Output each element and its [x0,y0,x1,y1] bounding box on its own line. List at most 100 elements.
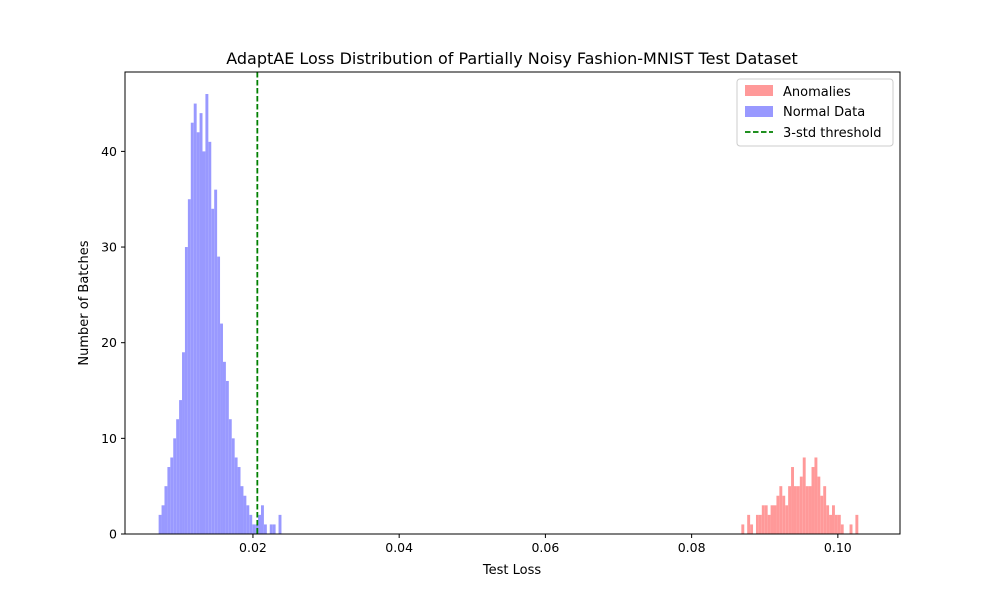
bar-normal-data [260,505,264,534]
bar-anomalies [791,467,794,534]
bar-normal-data [193,103,197,534]
bar-anomalies [758,514,762,534]
bar-anomalies [779,486,783,534]
bar-normal-data [278,514,282,534]
bar-anomalies [773,505,777,534]
bar-anomalies [855,514,859,534]
chart-title: AdaptAE Loss Distribution of Partially N… [226,49,798,68]
bar-normal-data [249,514,253,534]
axes-frame [124,71,901,535]
legend-box [736,78,894,147]
bar-normal-data [228,419,232,534]
bar-normal-data [202,151,206,534]
x-tick-label: 0.06 [531,540,559,555]
legend-label-threshold: 3-std threshold [783,126,881,141]
bar-anomalies [776,495,780,534]
bar-normal-data [164,486,168,534]
bar-anomalies [785,505,789,534]
bar-normal-data [272,524,276,534]
y-tick-label: 0 [109,527,117,542]
bar-anomalies [761,505,765,534]
bar-anomalies [811,467,815,534]
bar-anomalies [788,486,792,534]
bar-normal-data [246,505,250,534]
legend: Anomalies Normal Data 3-std threshold [736,78,894,147]
bar-anomalies [799,476,803,534]
bar-anomalies [747,514,751,534]
x-tick-label: 0.04 [385,540,413,555]
bar-normal-data [199,113,203,534]
bar-anomalies [802,457,806,534]
bar-normal-data [217,256,221,534]
bar-normal-data [222,361,226,534]
bar-normal-data [214,189,218,534]
bar-anomalies [805,486,809,534]
bar-anomalies [782,495,786,534]
series-anomalies [741,457,859,534]
legend-label-normal-data: Normal Data [783,105,865,120]
bar-anomalies [840,524,844,534]
bar-normal-data [237,467,241,534]
bar-normal-data [269,524,273,534]
bar-anomalies [796,486,800,534]
bar-normal-data [263,524,267,534]
bar-normal-data [167,467,171,534]
bar-anomalies [832,505,835,534]
series-normal-data [158,94,282,535]
bar-normal-data [240,486,244,534]
bar-normal-data [211,208,215,534]
bar-anomalies [741,524,745,534]
legend-swatch-normal-data [745,106,773,117]
legend-swatch-anomalies [745,85,773,96]
bar-normal-data [179,400,183,534]
x-tick-label: 0.02 [239,540,267,555]
bar-anomalies [820,495,824,534]
y-tick-label: 40 [101,144,117,159]
bar-normal-data [182,352,185,534]
bar-normal-data [187,199,191,534]
x-tick-label: 0.10 [824,540,852,555]
bar-normal-data [161,505,165,534]
bar-normal-data [243,495,247,534]
bar-anomalies [755,514,759,534]
bar-normal-data [170,457,174,534]
x-axis-label: Test Loss [482,563,541,578]
bar-normal-data [220,323,223,534]
bar-anomalies [767,514,771,534]
y-axis-ticks: 0 10 20 30 40 [101,144,125,542]
bar-normal-data [252,524,256,534]
bar-anomalies [750,524,754,534]
bar-anomalies [817,476,821,534]
bar-normal-data [173,438,177,534]
bar-anomalies [849,524,853,534]
x-axis-ticks: 0.02 0.04 0.06 0.08 0.10 [239,534,852,555]
bar-anomalies [808,486,812,534]
bar-normal-data [176,419,180,534]
bar-anomalies [814,457,818,534]
bar-anomalies [837,514,841,534]
x-tick-label: 0.08 [678,540,706,555]
bar-anomalies [764,505,768,534]
bar-normal-data [225,380,229,534]
bar-normal-data [190,122,194,534]
y-tick-label: 10 [101,431,117,446]
bar-normal-data [234,457,238,534]
bar-normal-data [208,141,212,534]
bar-anomalies [770,505,774,534]
bar-normal-data [196,132,200,534]
bar-anomalies [829,514,832,534]
bar-anomalies [823,486,827,534]
bar-normal-data [231,438,235,534]
bar-normal-data [158,514,162,534]
y-tick-label: 20 [101,335,117,350]
y-axis-label: Number of Batches [77,240,92,365]
bar-anomalies [834,514,838,534]
bar-normal-data [258,514,261,534]
bar-normal-data [205,94,209,534]
bar-anomalies [793,486,797,534]
bar-normal-data [184,247,188,535]
y-tick-label: 30 [101,240,117,255]
bar-anomalies [826,505,830,534]
